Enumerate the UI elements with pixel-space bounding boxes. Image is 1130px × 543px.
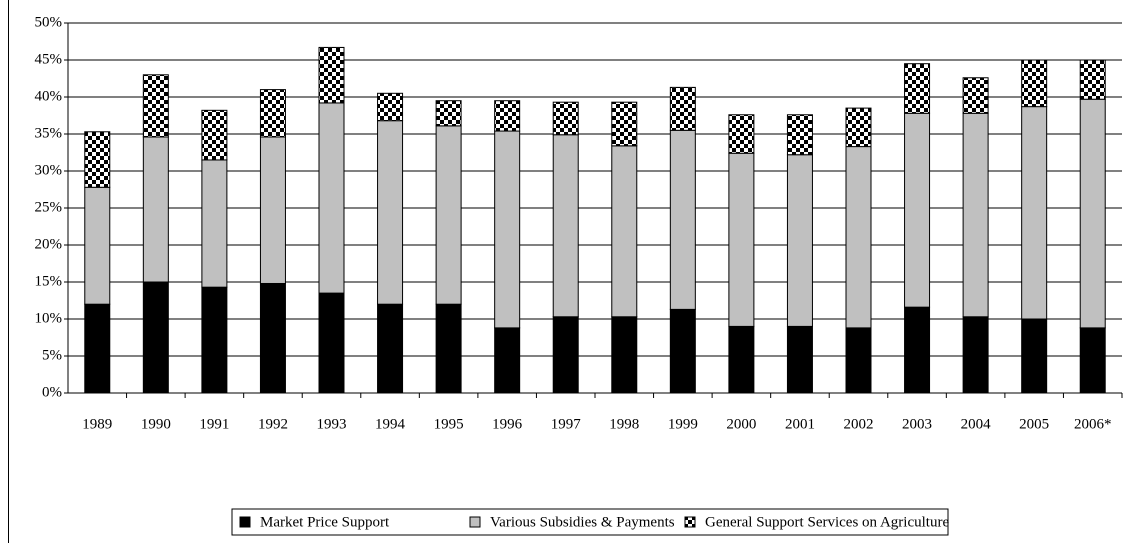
- bar-segment: [1079, 98, 1106, 329]
- bar-segment: [259, 89, 286, 138]
- y-tick-label: 35%: [35, 125, 63, 141]
- x-tick-label: 2003: [902, 416, 932, 432]
- x-tick-label: 2001: [785, 416, 815, 432]
- bar-segment: [786, 154, 813, 327]
- legend-swatch: [239, 516, 251, 528]
- y-tick-label: 5%: [42, 347, 62, 363]
- bar-segment: [669, 308, 696, 394]
- legend-swatch: [684, 516, 696, 528]
- bar-segment: [84, 186, 111, 305]
- x-tick-label: 1999: [668, 416, 698, 432]
- bar-segment: [84, 131, 111, 188]
- x-tick-label: 1997: [551, 416, 582, 432]
- bar-segment: [962, 316, 989, 394]
- bar-segment: [552, 316, 579, 394]
- y-tick-label: 30%: [35, 162, 63, 178]
- bar-segment: [845, 327, 872, 394]
- bar-segment: [845, 146, 872, 329]
- bar-segment: [611, 145, 638, 318]
- bar-segment: [1021, 318, 1048, 394]
- bar-segment: [552, 101, 579, 136]
- x-tick-label: 2004: [961, 416, 992, 432]
- bar-segment: [728, 152, 755, 327]
- bar-segment: [259, 136, 286, 284]
- bar-segment: [84, 303, 111, 394]
- bar-segment: [377, 120, 404, 305]
- bar-segment: [904, 306, 931, 394]
- bar-segment: [435, 125, 462, 305]
- y-tick-label: 50%: [35, 14, 63, 30]
- bar-segment: [669, 86, 696, 131]
- bar-segment: [318, 46, 345, 104]
- bar-segment: [435, 100, 462, 127]
- bar-segment: [904, 112, 931, 308]
- bar-segment: [435, 303, 462, 394]
- y-tick-label: 0%: [42, 384, 62, 400]
- bar-segment: [1021, 59, 1048, 108]
- bar-segment: [962, 112, 989, 318]
- legend-box: [231, 508, 949, 536]
- x-tick-label: 2000: [726, 416, 756, 432]
- y-tick-label: 40%: [35, 88, 63, 104]
- x-tick-label: 1992: [258, 416, 288, 432]
- x-tick-label: 1991: [199, 416, 229, 432]
- x-tick-label: 1998: [609, 416, 639, 432]
- x-tick-label: 2005: [1019, 416, 1049, 432]
- bar-segment: [377, 92, 404, 122]
- bar-segment: [494, 100, 521, 132]
- legend-label: Market Price Support: [260, 514, 390, 530]
- bar-segment: [377, 303, 404, 394]
- x-tick-label: 1995: [434, 416, 464, 432]
- bar-segment: [1079, 59, 1106, 100]
- bar-segment: [728, 325, 755, 394]
- x-tick-label: 2002: [844, 416, 874, 432]
- x-tick-label: 1989: [82, 416, 112, 432]
- x-tick-label: 1994: [375, 416, 406, 432]
- y-tick-label: 45%: [35, 51, 63, 67]
- bar-segment: [962, 77, 989, 114]
- bar-segment: [318, 292, 345, 394]
- bar-segment: [259, 282, 286, 394]
- bar-segment: [318, 102, 345, 294]
- legend-swatch: [469, 516, 481, 528]
- bar-segment: [845, 107, 872, 148]
- y-tick-label: 25%: [35, 199, 63, 215]
- legend-label: Various Subsidies & Payments: [490, 514, 675, 530]
- bar-segment: [142, 281, 169, 394]
- bar-segment: [201, 109, 228, 161]
- bar-segment: [142, 74, 169, 138]
- bar-segment: [611, 316, 638, 394]
- bar-segment: [142, 136, 169, 283]
- x-tick-label: 2006*: [1074, 416, 1112, 432]
- bar-segment: [552, 134, 579, 318]
- bar-segment: [904, 63, 931, 114]
- bar-segment: [786, 325, 813, 394]
- x-tick-label: 1990: [141, 416, 171, 432]
- y-tick-label: 15%: [35, 273, 63, 289]
- bar-segment: [494, 327, 521, 394]
- bar-segment: [786, 114, 813, 156]
- x-tick-label: 1993: [317, 416, 347, 432]
- y-tick-label: 20%: [35, 236, 63, 252]
- bar-segment: [1079, 327, 1106, 394]
- x-tick-label: 1996: [492, 416, 523, 432]
- bar-segment: [201, 286, 228, 394]
- bar-segment: [611, 101, 638, 147]
- bar-segment: [1021, 106, 1048, 320]
- bar-segment: [201, 159, 228, 288]
- y-tick-label: 10%: [35, 310, 63, 326]
- bar-segment: [728, 114, 755, 154]
- bar-segment: [494, 130, 521, 329]
- bar-segment: [669, 129, 696, 310]
- legend-label: General Support Services on Agriculture: [705, 514, 949, 530]
